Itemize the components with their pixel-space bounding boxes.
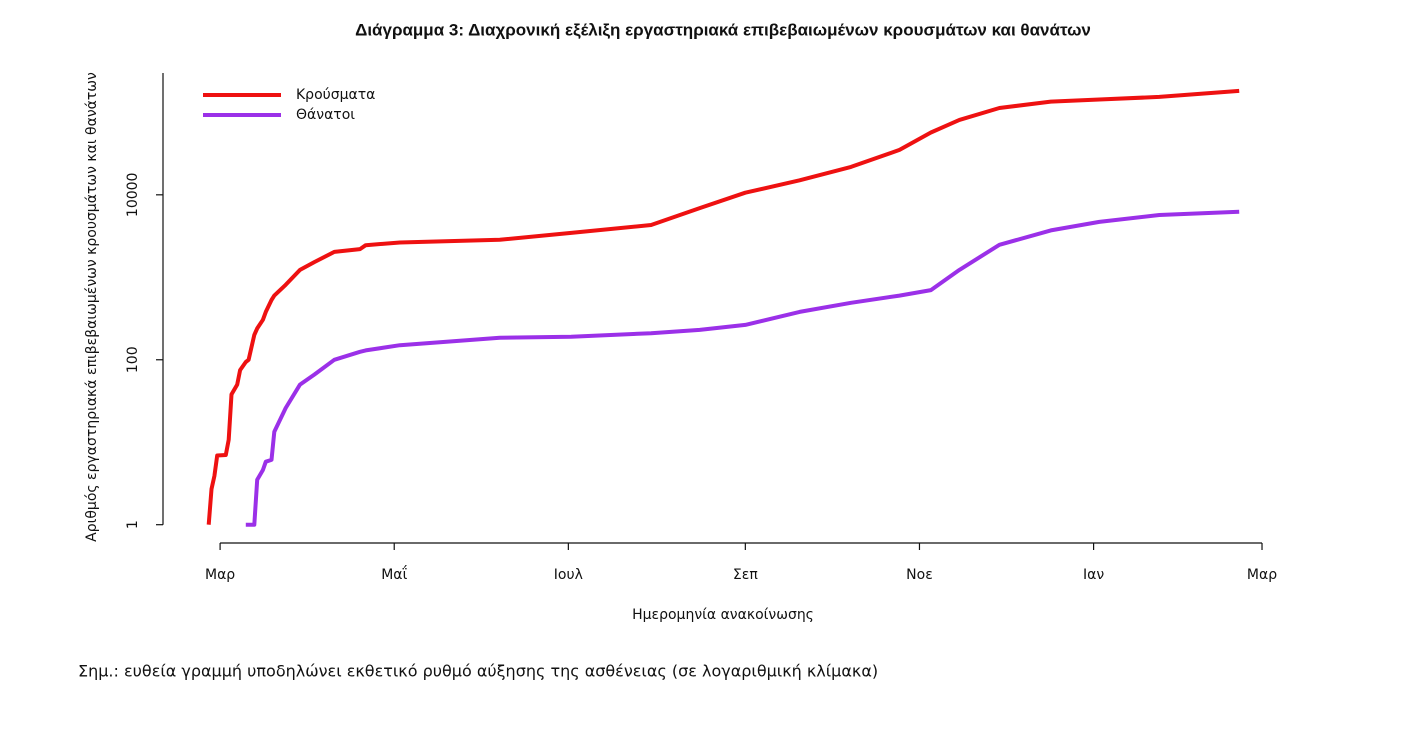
x-tick-label: Ιουλ (554, 567, 583, 583)
x-tick-label: Μαρ (1247, 567, 1277, 583)
x-axis-label: Ημερομηνία ανακοίνωσης (632, 607, 814, 623)
y-axis-label: Αριθμός εργαστηριακά επιβεβαιωμένων κρου… (84, 72, 100, 542)
legend-label: Θάνατοι (296, 107, 355, 123)
x-tick-label: Ιαν (1083, 567, 1104, 583)
chart-title: Διάγραμμα 3: Διαχρονική εξέλιξη εργαστηρ… (355, 20, 1091, 39)
y-tick-label: 10000 (125, 173, 141, 218)
y-tick-label: 1 (125, 520, 141, 529)
x-tick-label: Σεπ (733, 567, 758, 583)
legend-label: Κρούσματα (296, 87, 375, 103)
x-tick-label: Μαρ (205, 567, 235, 583)
note: Σημ.: ευθεία γραμμή υποδηλώνει εκθετικό … (78, 662, 878, 681)
series-line (206, 88, 1240, 525)
x-tick-label: Μαΐ (381, 565, 407, 583)
x-tick-label: Νοε (906, 567, 933, 583)
y-tick-label: 100 (125, 346, 141, 373)
series-line (245, 209, 1240, 527)
